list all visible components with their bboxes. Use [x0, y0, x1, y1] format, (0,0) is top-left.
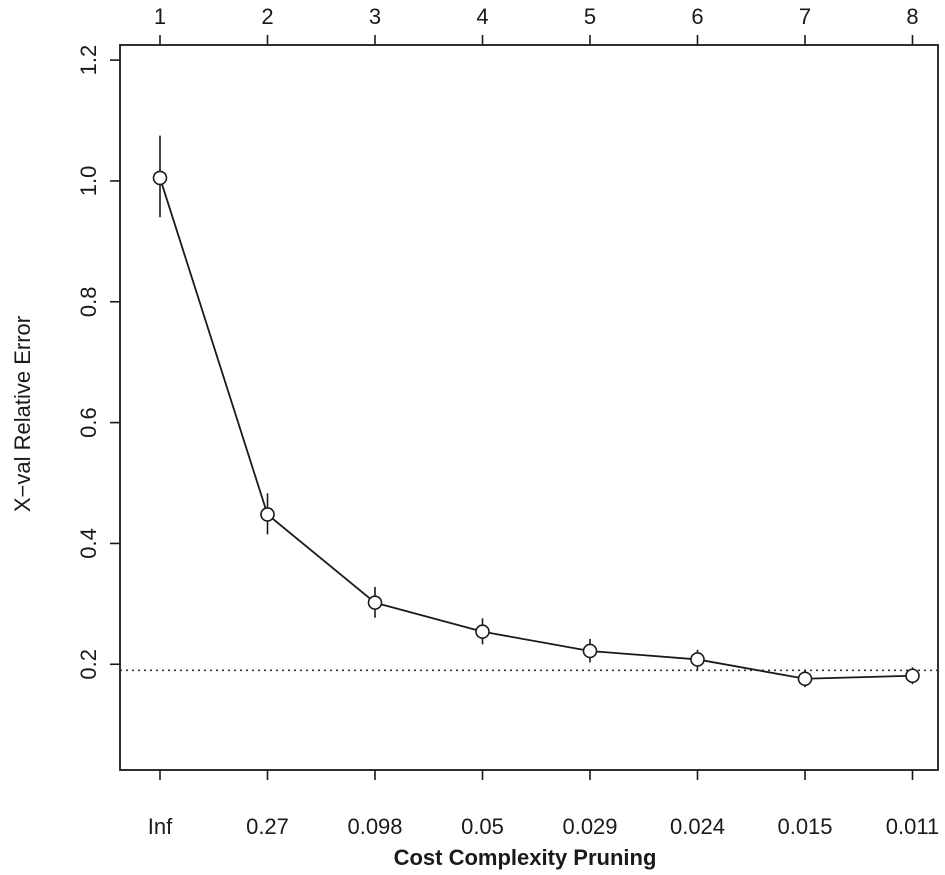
bottom-axis-tick-label: 0.27 — [246, 814, 289, 839]
top-axis-tick-label: 4 — [476, 4, 488, 29]
data-point — [905, 668, 920, 684]
y-axis-tick-label: 0.8 — [76, 286, 101, 317]
bottom-axis-tick-label: 0.015 — [777, 814, 832, 839]
bottom-axis: Inf 0.27 0.098 0.05 0.029 0.024 0.015 0.011 — [148, 770, 939, 839]
bottom-axis-tick-label: 0.011 — [886, 814, 939, 839]
series-line — [159, 177, 913, 680]
top-axis-tick-label: 8 — [906, 4, 918, 29]
bottom-axis-tick-label: 0.098 — [347, 814, 402, 839]
data-point — [367, 595, 383, 610]
y-axis-title: X−val Relative Error — [10, 316, 35, 512]
data-point — [152, 170, 168, 186]
data-point — [797, 671, 813, 687]
x-axis-title: Cost Complexity Pruning — [394, 845, 657, 870]
top-axis-tick-label: 5 — [584, 4, 596, 29]
y-axis-tick-label: 0.2 — [76, 649, 101, 680]
top-axis-tick-label: 2 — [261, 4, 273, 29]
bottom-axis-tick-label: 0.05 — [461, 814, 504, 839]
y-axis-tick-label: 0.6 — [76, 407, 101, 438]
bottom-axis-tick-label: Inf — [148, 814, 173, 839]
top-axis-tick-label: 6 — [691, 4, 703, 29]
top-axis-tick-label: 1 — [154, 4, 166, 29]
data-point — [475, 624, 490, 639]
y-axis-tick-label: 0.4 — [76, 528, 101, 559]
top-axis-tick-label: 7 — [799, 4, 811, 29]
bottom-axis-tick-label: 0.024 — [670, 814, 725, 839]
left-axis: 0.2 0.4 0.6 0.8 1.0 1.2 — [76, 45, 120, 680]
y-axis-tick-label: 1.0 — [76, 166, 101, 197]
top-axis-tick-label: 3 — [369, 4, 381, 29]
data-point — [582, 643, 598, 659]
top-axis: 1 2 3 4 5 6 7 8 — [154, 4, 919, 45]
y-axis-tick-label: 1.2 — [76, 45, 101, 76]
bottom-axis-tick-label: 0.029 — [562, 814, 617, 839]
series-layer — [152, 135, 920, 688]
plot-frame — [119, 44, 939, 771]
data-point — [690, 652, 705, 667]
data-point — [260, 507, 275, 522]
